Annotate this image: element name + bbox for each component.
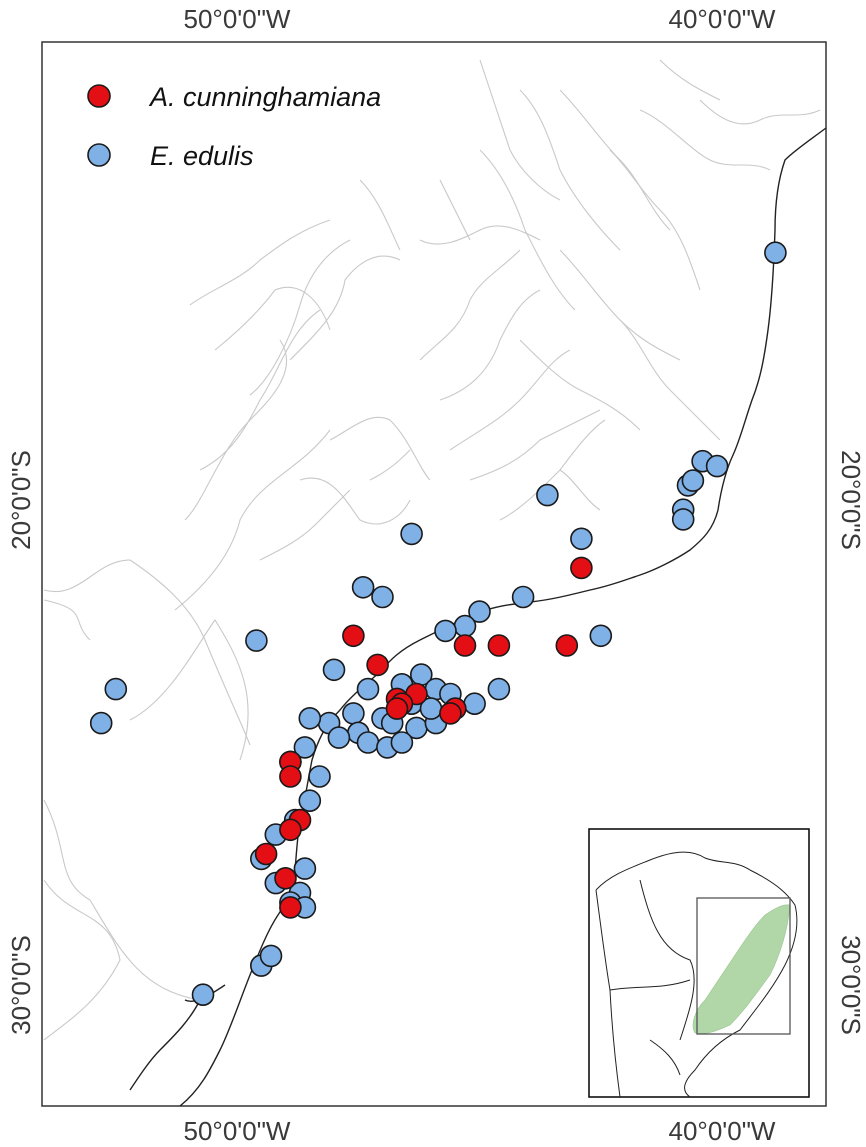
point-e-edulis-26 — [463, 692, 486, 716]
inset-atlantic-forest-region — [692, 904, 791, 1034]
point-a-cunninghamiana-17 — [274, 866, 297, 890]
point-e-edulis-9 — [570, 527, 593, 551]
point-e-edulis-55 — [191, 983, 215, 1007]
map-body — [43, 59, 827, 1107]
point-e-edulis-54 — [259, 944, 283, 968]
bottom-tick-label-40w: 40°0'0"W — [669, 1116, 776, 1146]
inset-map — [588, 828, 810, 1098]
point-e-edulis-7 — [536, 483, 559, 507]
point-e-edulis-38 — [327, 726, 351, 749]
point-e-edulis-44 — [308, 765, 331, 788]
point-e-edulis-14 — [468, 600, 491, 623]
point-a-cunninghamiana-5 — [366, 653, 389, 677]
occurrence-points — [89, 241, 787, 1007]
inset-south-america — [595, 851, 798, 1098]
point-e-edulis-37 — [298, 706, 322, 730]
point-e-edulis-11 — [371, 585, 394, 609]
point-a-cunninghamiana-3 — [453, 634, 477, 657]
point-e-edulis-41 — [390, 731, 414, 754]
point-e-edulis-28 — [342, 702, 365, 725]
legend-marker-a-cunninghamiana — [87, 84, 111, 108]
point-e-edulis-27 — [487, 677, 511, 701]
inset-borders — [609, 879, 695, 1076]
left-tick-label-30s: 30°0'0"S — [6, 935, 36, 1035]
point-e-edulis-48 — [293, 857, 317, 880]
point-e-edulis-15 — [453, 614, 477, 638]
point-a-cunninghamiana-4 — [487, 634, 511, 657]
contour-lines — [43, 59, 821, 1041]
point-a-cunninghamiana-11 — [439, 702, 462, 725]
legend-marker-e-edulis — [87, 143, 111, 167]
point-a-cunninghamiana-16 — [254, 842, 278, 866]
point-e-edulis-56 — [298, 789, 322, 813]
bottom-tick-label-50w: 50°0'0"W — [184, 1116, 291, 1146]
top-tick-label-40w: 40°0'0"W — [669, 4, 776, 34]
point-e-edulis-42 — [293, 736, 317, 759]
legend: A. cunninghamiana E. edulis — [87, 82, 381, 171]
inset-frame — [588, 828, 810, 1098]
right-tick-label-20s: 20°0'0"S — [836, 450, 866, 550]
point-e-edulis-16 — [434, 619, 457, 643]
point-e-edulis-21 — [356, 677, 380, 701]
point-e-edulis-39 — [356, 731, 380, 754]
point-a-cunninghamiana-1 — [555, 634, 579, 657]
point-e-edulis-2 — [705, 454, 729, 478]
inset-extent-box — [696, 897, 791, 1035]
right-tick-label-30s: 30°0'0"S — [836, 935, 866, 1035]
point-e-edulis-20 — [89, 711, 113, 735]
point-a-cunninghamiana-9 — [385, 697, 409, 720]
point-a-cunninghamiana-15 — [279, 818, 302, 842]
point-a-cunninghamiana-0 — [570, 556, 593, 580]
point-e-edulis-19 — [104, 677, 128, 701]
point-e-edulis-0 — [764, 241, 787, 264]
point-e-edulis-12 — [511, 585, 535, 609]
point-e-edulis-10 — [351, 575, 375, 599]
point-a-cunninghamiana-2 — [342, 624, 365, 648]
point-a-cunninghamiana-18 — [279, 896, 302, 919]
point-e-edulis-13 — [589, 624, 613, 648]
point-e-edulis-4 — [681, 469, 705, 492]
point-e-edulis-8 — [400, 522, 423, 546]
point-e-edulis-6 — [671, 508, 695, 531]
point-a-cunninghamiana-13 — [279, 765, 302, 788]
top-tick-label-50w: 50°0'0"W — [184, 4, 291, 34]
map-frame — [41, 41, 827, 1107]
point-e-edulis-17 — [245, 629, 268, 652]
left-tick-label-20s: 20°0'0"S — [6, 450, 36, 550]
legend-label-a-cunninghamiana: A. cunninghamiana — [148, 82, 381, 112]
point-e-edulis-18 — [322, 658, 346, 682]
legend-label-e-edulis: E. edulis — [150, 141, 254, 171]
